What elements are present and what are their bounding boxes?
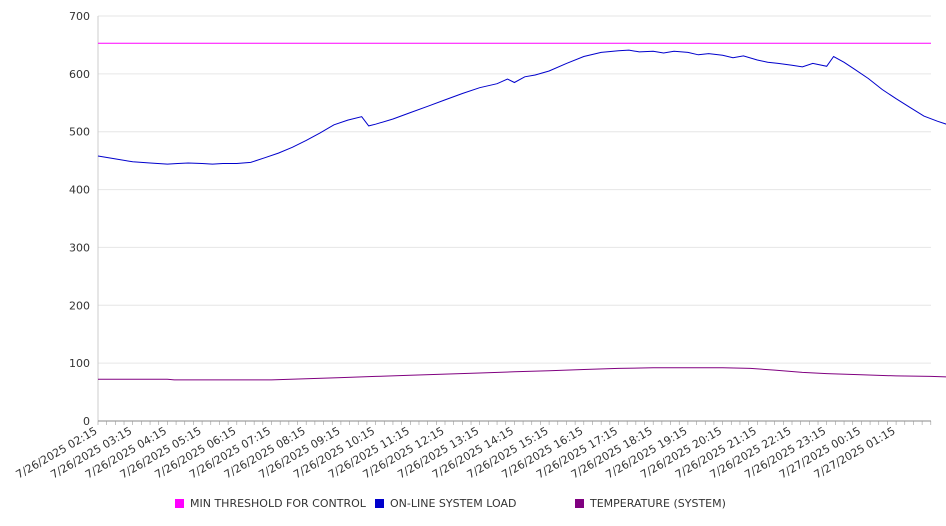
y-tick-label: 500 <box>69 126 90 139</box>
legend-swatch-threshold <box>175 499 184 508</box>
legend-item-load: ON-LINE SYSTEM LOAD <box>375 497 516 510</box>
x-axis-ticks: 7/26/2025 02:157/26/2025 03:157/26/2025 … <box>14 421 932 481</box>
y-tick-label: 300 <box>69 241 90 254</box>
y-tick-label: 100 <box>69 357 90 370</box>
series-line-2 <box>98 367 946 381</box>
series-lines <box>97 42 946 381</box>
legend-label-threshold: MIN THRESHOLD FOR CONTROL <box>190 497 366 510</box>
y-tick-label: 0 <box>83 415 90 428</box>
y-tick-label: 600 <box>69 68 90 81</box>
y-tick-label: 700 <box>69 10 90 23</box>
legend-item-threshold: MIN THRESHOLD FOR CONTROL <box>175 497 366 510</box>
legend-swatch-load <box>375 499 384 508</box>
legend-swatch-temperature <box>575 499 584 508</box>
axes <box>97 16 931 422</box>
y-axis-ticks: 0 100 200 300 400 500 600 700 <box>69 10 90 428</box>
legend-item-temperature: TEMPERATURE (SYSTEM) <box>575 497 726 510</box>
grid-lines <box>98 15 931 364</box>
legend-label-temperature: TEMPERATURE (SYSTEM) <box>590 497 726 510</box>
legend-label-load: ON-LINE SYSTEM LOAD <box>390 497 517 510</box>
legend: MIN THRESHOLD FOR CONTROL ON-LINE SYSTEM… <box>0 497 946 515</box>
y-tick-label: 400 <box>69 184 90 197</box>
y-tick-label: 200 <box>69 299 90 312</box>
series-line-1 <box>97 49 946 165</box>
